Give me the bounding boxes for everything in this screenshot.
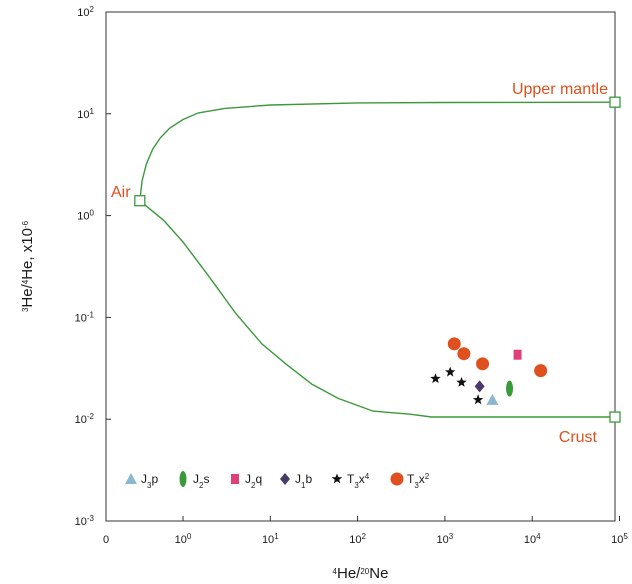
mixing-curves	[139, 101, 620, 418]
mixing-curve	[139, 200, 620, 418]
end-member-marker	[609, 96, 621, 108]
data-point	[476, 357, 490, 371]
annotation-label: Crust	[559, 429, 598, 446]
data-point	[445, 366, 456, 377]
legend-marker	[280, 473, 290, 485]
legend-label: J3p	[141, 472, 158, 490]
y-tick-label: 10-2	[75, 412, 95, 427]
legend: J3p J2s J2q J1b T3x4 T3x2	[125, 471, 430, 490]
end-member-marker	[134, 195, 146, 207]
annotation-label: Upper mantle	[512, 81, 608, 98]
y-tick-labels: 102 101 100 10-1 10-2 10-3	[75, 5, 111, 529]
x-tick-label: 100	[175, 532, 192, 547]
data-point	[534, 364, 548, 378]
x-tick-label: 103	[437, 532, 454, 547]
legend-marker	[125, 473, 137, 484]
x-tick-label: 101	[262, 532, 279, 547]
y-tick-label: 10-1	[75, 310, 95, 325]
data-point	[430, 373, 441, 384]
y-tick-label: 102	[77, 5, 94, 20]
legend-marker	[390, 472, 404, 486]
data-point	[513, 349, 522, 360]
data-points	[430, 337, 548, 405]
x-tick-label: 105	[611, 532, 628, 547]
legend-label: J1b	[295, 472, 312, 490]
end-member-marker	[609, 411, 621, 423]
legend-label: T3x4	[347, 472, 370, 490]
legend-marker	[231, 474, 239, 484]
y-tick-label: 10-3	[75, 514, 95, 529]
data-point	[447, 337, 461, 351]
data-point	[486, 393, 499, 405]
legend-label: T3x2	[407, 472, 430, 490]
x-tick-label: 104	[524, 532, 541, 547]
data-point	[472, 394, 484, 405]
x-tick-label: 0	[103, 534, 109, 546]
end-member-labels: Upper mantle Air Crust	[111, 81, 608, 446]
x-axis-label: 4He/20Ne	[333, 565, 389, 582]
y-tick-label: 100	[77, 208, 94, 223]
y-tick-label: 101	[77, 106, 94, 121]
data-point	[456, 376, 467, 387]
legend-marker	[331, 473, 343, 484]
legend-label: J2q	[245, 472, 262, 490]
annotation-label: Air	[111, 184, 131, 201]
data-point	[457, 347, 471, 361]
legend-label: J2s	[193, 472, 209, 490]
plot-frame	[105, 11, 616, 522]
y-axis-label: 3He/4He, x10-6	[19, 220, 36, 312]
x-tick-label: 102	[349, 532, 366, 547]
data-point	[474, 380, 485, 393]
data-point	[506, 380, 514, 397]
end-member-markers	[134, 96, 621, 423]
legend-marker	[179, 471, 187, 487]
x-tick-labels: 0 100 101 102 103 104 105	[103, 516, 628, 546]
mixing-curve	[139, 101, 620, 201]
